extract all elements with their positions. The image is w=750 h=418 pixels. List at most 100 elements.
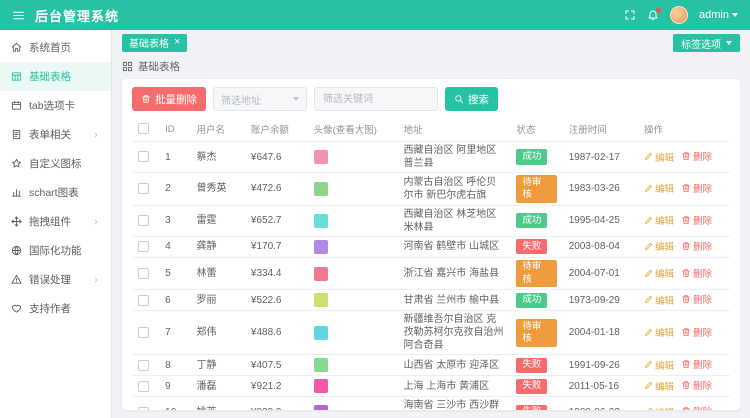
cell-balance: ¥170.7 [244, 236, 308, 258]
fullscreen-icon[interactable] [624, 9, 636, 21]
delete-label: 删除 [692, 381, 712, 393]
row-checkbox[interactable] [138, 294, 149, 306]
row-checkbox[interactable] [138, 267, 149, 279]
delete-button[interactable]: 删除 [681, 378, 712, 392]
edit-button[interactable]: 编辑 [644, 266, 674, 280]
pencil-icon [644, 360, 653, 369]
sidebar-item-form[interactable]: 表单相关 [0, 120, 111, 149]
row-checkbox[interactable] [138, 380, 149, 392]
edit-button[interactable]: 编辑 [644, 239, 674, 253]
user-name: admin [699, 9, 729, 21]
cell-balance: ¥647.6 [244, 141, 308, 173]
cell-username: 罗丽 [190, 289, 245, 312]
delete-button[interactable]: 删除 [681, 239, 712, 253]
sidebar-item-label: tab选项卡 [29, 100, 76, 112]
sidebar-menu: 系统首页 基础表格 tab选项卡表单相关 自定义图标 schart图表拖拽组件 国际化功能… [0, 30, 112, 418]
batch-delete-label: 批量删除 [155, 93, 197, 106]
trash-icon [681, 294, 691, 304]
select-all-checkbox[interactable] [138, 123, 149, 135]
search-button[interactable]: 搜索 [445, 87, 498, 111]
avatar[interactable] [313, 213, 328, 228]
avatar[interactable] [313, 239, 328, 254]
row-checkbox[interactable] [138, 241, 149, 253]
tag-options-button[interactable]: 标签选项 [673, 34, 740, 52]
delete-button[interactable]: 删除 [681, 181, 712, 195]
sidebar-item-error[interactable]: 错误处理 [0, 265, 111, 294]
edit-button[interactable]: 编辑 [644, 358, 674, 372]
address-filter-select[interactable]: 筛选地址 [213, 87, 307, 111]
avatar[interactable] [313, 325, 328, 340]
sidebar-item-label: schart图表 [29, 187, 79, 199]
row-checkbox[interactable] [138, 327, 149, 339]
row-checkbox[interactable] [138, 183, 149, 195]
cell-register-date: 1980-06-23 [562, 396, 638, 410]
keyword-filter-input[interactable] [314, 87, 438, 111]
cell-balance: ¥652.7 [244, 205, 308, 237]
edit-button[interactable]: 编辑 [644, 405, 674, 410]
edit-button[interactable]: 编辑 [644, 293, 674, 307]
avatar[interactable] [313, 379, 328, 394]
avatar[interactable] [313, 266, 328, 281]
delete-label: 删除 [692, 241, 712, 253]
user-avatar[interactable] [670, 6, 689, 24]
avatar[interactable] [313, 358, 328, 373]
delete-button[interactable]: 删除 [681, 149, 712, 163]
row-checkbox[interactable] [138, 215, 149, 227]
edit-button[interactable]: 编辑 [644, 213, 674, 227]
cell-address: 海南省 三沙市 西沙群岛 [397, 396, 511, 410]
globe-icon [11, 245, 22, 256]
sidebar-item-tabs[interactable]: tab选项卡 [0, 91, 111, 120]
batch-delete-button[interactable]: 批量删除 [132, 87, 206, 111]
status-badge: 失败 [516, 378, 548, 395]
delete-button[interactable]: 删除 [681, 292, 712, 306]
avatar[interactable] [313, 405, 328, 410]
cell-register-date: 1991-09-26 [562, 354, 638, 377]
delete-label: 删除 [692, 215, 712, 227]
edit-button[interactable]: 编辑 [644, 181, 674, 195]
delete-button[interactable]: 删除 [681, 266, 712, 280]
delete-label: 删除 [692, 360, 712, 372]
status-badge: 失败 [516, 239, 548, 255]
menu-toggle-icon[interactable] [12, 9, 25, 22]
breadcrumb-label: 基础表格 [138, 60, 180, 73]
tab-tag[interactable]: 基础表格 × [122, 33, 188, 52]
tab-tag-label: 基础表格 [129, 39, 169, 51]
pencil-icon [644, 184, 653, 193]
column-header: 头像(查看大图) [307, 117, 398, 142]
row-checkbox[interactable] [138, 359, 149, 371]
delete-button[interactable]: 删除 [681, 404, 712, 410]
delete-button[interactable]: 删除 [681, 213, 712, 227]
sidebar-item-dashboard[interactable]: 系统首页 [0, 33, 111, 62]
sidebar-item-donate[interactable]: 支持作者 [0, 294, 111, 323]
cell-address: 内蒙古自治区 呼伦贝尔市 新巴尔虎右旗 [397, 172, 511, 206]
edit-button[interactable]: 编辑 [644, 325, 674, 339]
sidebar-item-i18n[interactable]: 国际化功能 [0, 236, 111, 265]
delete-button[interactable]: 删除 [681, 357, 712, 371]
sidebar-item-drag[interactable]: 拖拽组件 [0, 207, 111, 236]
avatar[interactable] [313, 181, 328, 196]
trash-icon [681, 151, 691, 161]
delete-label: 删除 [692, 327, 712, 339]
sidebar-item-icons[interactable]: 自定义图标 [0, 149, 111, 178]
sidebar-item-basetable[interactable]: 基础表格 [0, 62, 111, 91]
bell-icon[interactable] [647, 8, 662, 21]
avatar[interactable] [313, 150, 328, 164]
cell-address: 甘肃省 兰州市 榆中县 [397, 289, 511, 312]
row-checkbox[interactable] [138, 406, 149, 410]
sidebar-item-charts[interactable]: schart图表 [0, 178, 111, 207]
status-badge: 成功 [516, 292, 548, 309]
row-checkbox[interactable] [138, 151, 149, 163]
trash-icon [141, 94, 151, 104]
edit-button[interactable]: 编辑 [644, 150, 674, 164]
trash-icon [681, 359, 691, 369]
user-menu[interactable]: admin [699, 9, 738, 21]
close-icon[interactable]: × [174, 36, 181, 49]
edit-button[interactable]: 编辑 [644, 379, 674, 393]
status-badge: 待审核 [516, 259, 557, 288]
address-filter-placeholder: 筛选地址 [221, 95, 261, 107]
delete-button[interactable]: 删除 [681, 325, 712, 339]
avatar[interactable] [313, 293, 328, 308]
table-body: 1 蔡杰 ¥647.6 西藏自治区 阿里地区 普兰县 成功 1987-02-17 编辑 删除 2… [132, 141, 730, 410]
breadcrumb: 基础表格 [122, 58, 740, 74]
